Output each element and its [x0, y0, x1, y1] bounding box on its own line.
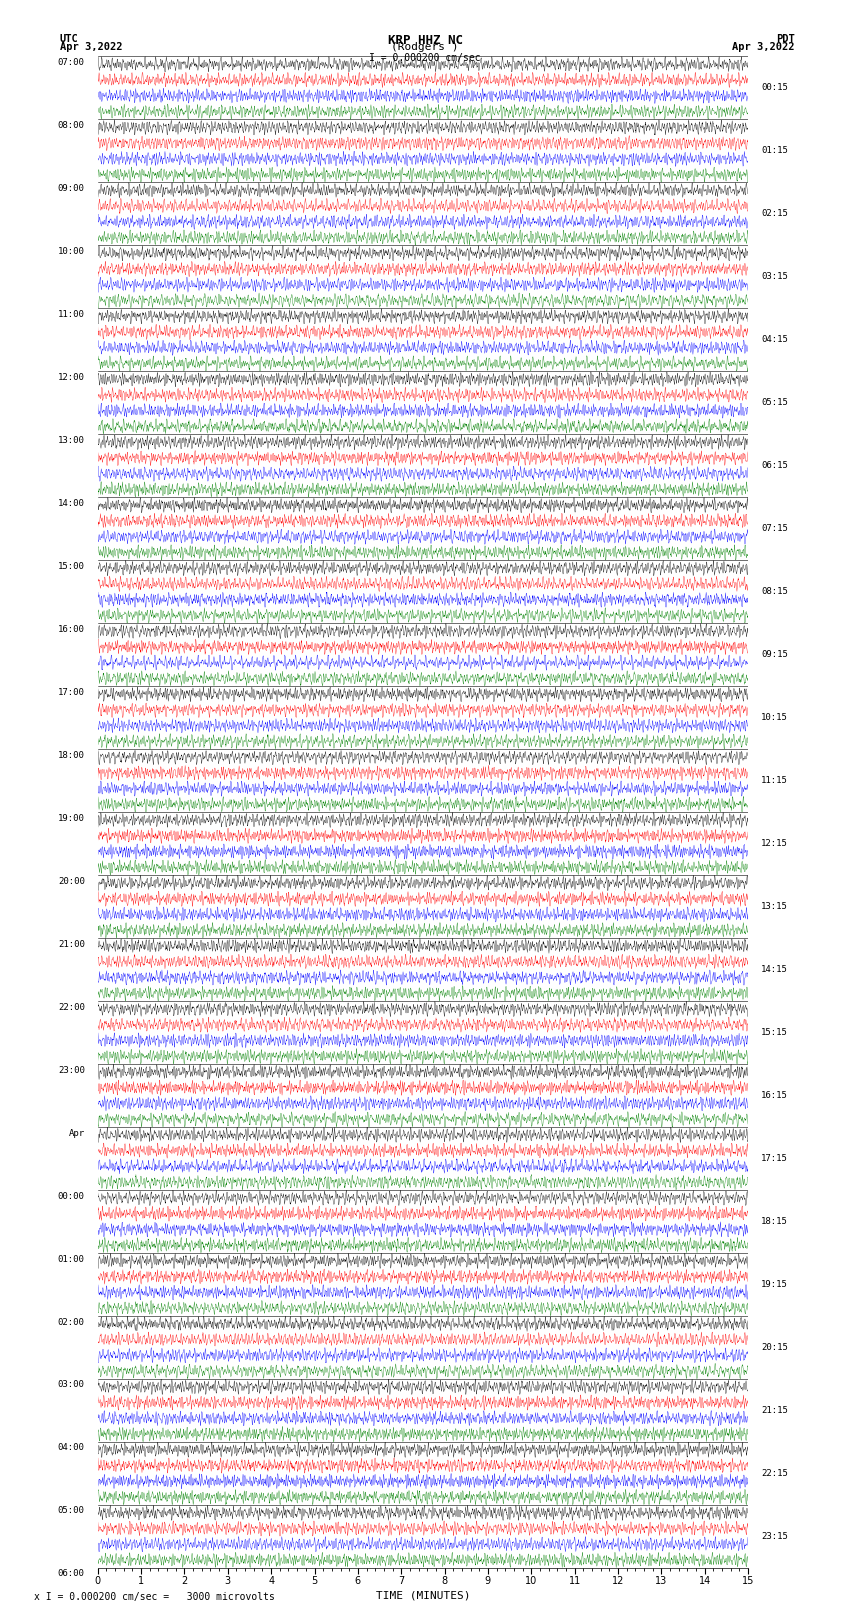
Text: 20:15: 20:15: [761, 1344, 788, 1352]
Text: 16:15: 16:15: [761, 1090, 788, 1100]
Text: 22:15: 22:15: [761, 1469, 788, 1478]
Text: 10:15: 10:15: [761, 713, 788, 723]
Text: UTC: UTC: [60, 34, 78, 44]
Text: PDT: PDT: [776, 34, 795, 44]
Text: 13:15: 13:15: [761, 902, 788, 911]
Text: 22:00: 22:00: [58, 1003, 85, 1011]
Text: 14:15: 14:15: [761, 965, 788, 974]
Text: 13:00: 13:00: [58, 436, 85, 445]
Text: 18:15: 18:15: [761, 1216, 788, 1226]
Text: Apr 3,2022: Apr 3,2022: [732, 42, 795, 52]
Text: 03:00: 03:00: [58, 1381, 85, 1389]
Text: 19:15: 19:15: [761, 1281, 788, 1289]
Text: 02:15: 02:15: [761, 210, 788, 218]
Text: 16:00: 16:00: [58, 624, 85, 634]
Text: 04:00: 04:00: [58, 1444, 85, 1452]
Text: 23:00: 23:00: [58, 1066, 85, 1074]
Text: 23:15: 23:15: [761, 1532, 788, 1540]
X-axis label: TIME (MINUTES): TIME (MINUTES): [376, 1590, 470, 1600]
Text: 11:00: 11:00: [58, 310, 85, 319]
Text: Apr: Apr: [69, 1129, 85, 1137]
Text: 10:00: 10:00: [58, 247, 85, 256]
Text: 17:00: 17:00: [58, 687, 85, 697]
Text: 20:00: 20:00: [58, 877, 85, 886]
Text: 00:00: 00:00: [58, 1192, 85, 1200]
Text: 07:15: 07:15: [761, 524, 788, 534]
Text: 06:00: 06:00: [58, 1569, 85, 1579]
Text: 07:00: 07:00: [58, 58, 85, 68]
Text: 05:15: 05:15: [761, 398, 788, 408]
Text: 08:15: 08:15: [761, 587, 788, 597]
Text: KRP HHZ NC: KRP HHZ NC: [388, 34, 462, 47]
Text: 00:15: 00:15: [761, 84, 788, 92]
Text: 21:00: 21:00: [58, 940, 85, 948]
Text: Apr 3,2022: Apr 3,2022: [60, 42, 122, 52]
Text: 03:15: 03:15: [761, 273, 788, 281]
Text: 18:00: 18:00: [58, 750, 85, 760]
Text: 12:00: 12:00: [58, 373, 85, 382]
Text: 14:00: 14:00: [58, 498, 85, 508]
Text: I = 0.000200 cm/sec: I = 0.000200 cm/sec: [369, 53, 481, 63]
Text: 08:00: 08:00: [58, 121, 85, 131]
Text: 09:00: 09:00: [58, 184, 85, 194]
Text: 04:15: 04:15: [761, 336, 788, 344]
Text: x I = 0.000200 cm/sec =   3000 microvolts: x I = 0.000200 cm/sec = 3000 microvolts: [34, 1592, 275, 1602]
Text: (Rodgers ): (Rodgers ): [391, 42, 459, 52]
Text: 17:15: 17:15: [761, 1153, 788, 1163]
Text: 05:00: 05:00: [58, 1507, 85, 1516]
Text: 15:15: 15:15: [761, 1027, 788, 1037]
Text: 15:00: 15:00: [58, 561, 85, 571]
Text: 12:15: 12:15: [761, 839, 788, 848]
Text: 06:15: 06:15: [761, 461, 788, 471]
Text: 01:15: 01:15: [761, 147, 788, 155]
Text: 19:00: 19:00: [58, 813, 85, 823]
Text: 11:15: 11:15: [761, 776, 788, 786]
Text: 02:00: 02:00: [58, 1318, 85, 1326]
Text: 01:00: 01:00: [58, 1255, 85, 1263]
Text: 21:15: 21:15: [761, 1407, 788, 1415]
Text: 09:15: 09:15: [761, 650, 788, 660]
